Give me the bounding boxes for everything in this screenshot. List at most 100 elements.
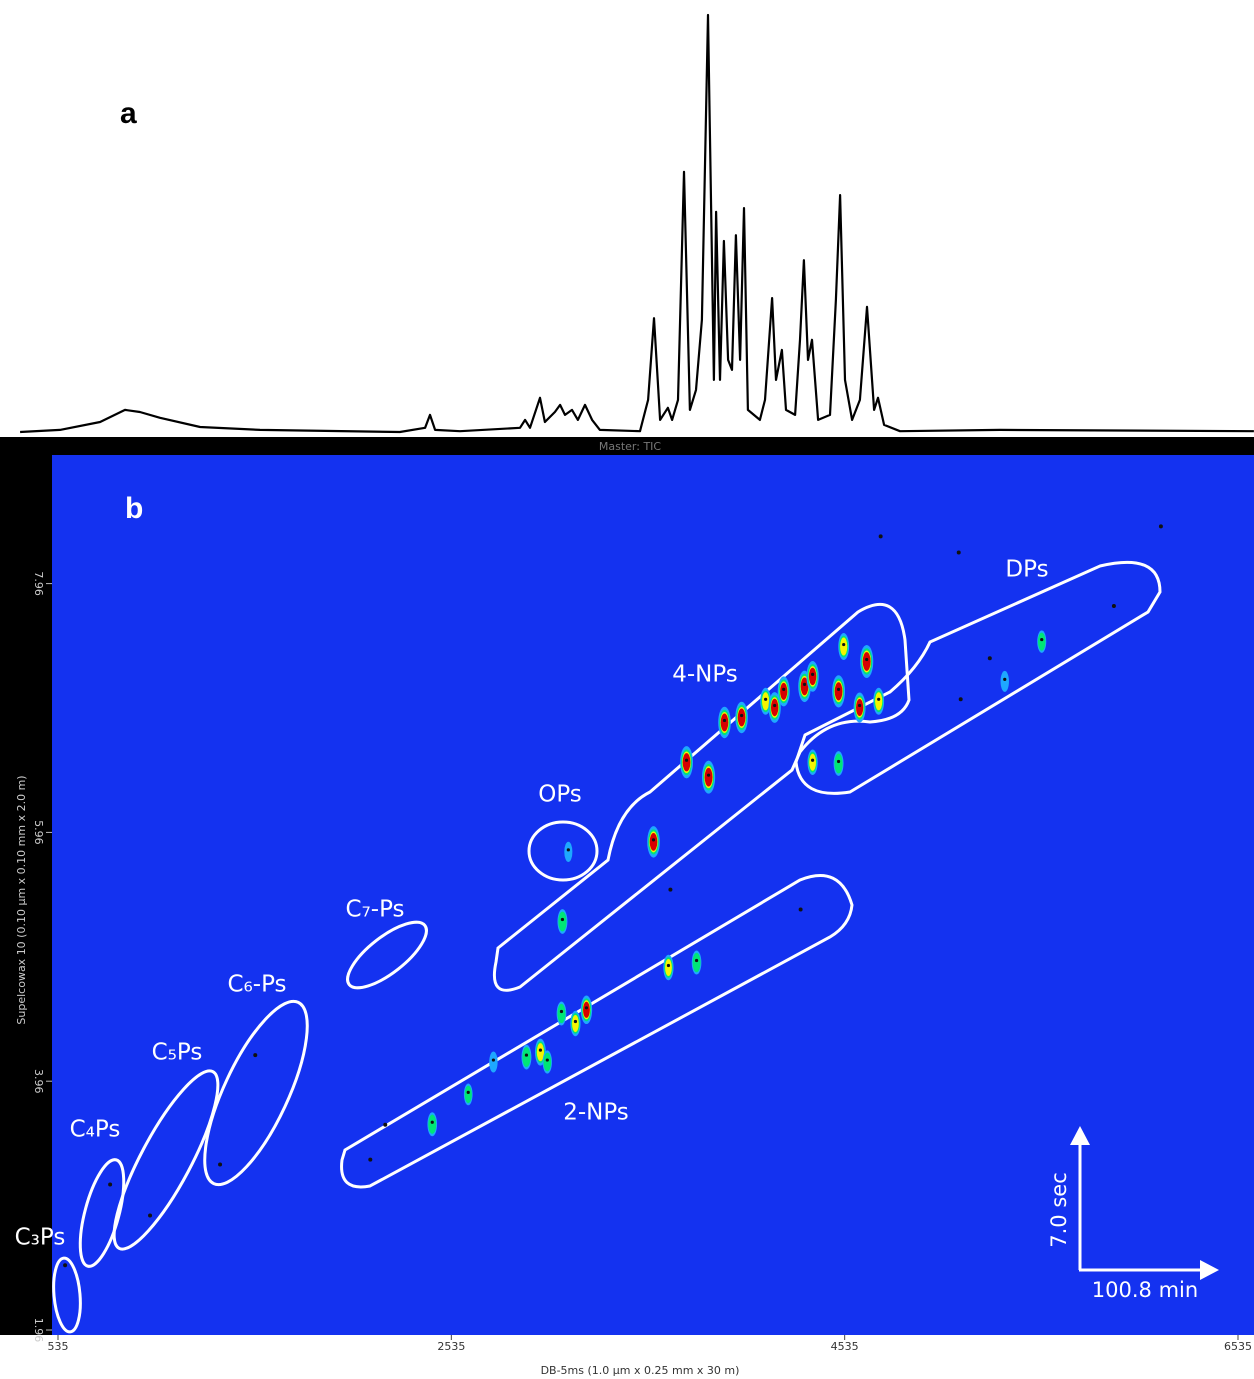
spot xyxy=(680,746,693,779)
spot xyxy=(701,760,716,794)
spot-core xyxy=(802,682,807,686)
panel-label: b xyxy=(125,492,143,525)
spot-level xyxy=(583,1001,590,1018)
spot-core xyxy=(842,642,846,647)
x-axis-title: DB-5ms (1.0 µm x 0.25 mm x 30 m) xyxy=(541,1364,740,1377)
spot xyxy=(956,550,961,555)
spot xyxy=(668,887,673,892)
region-label: C₃Ps xyxy=(15,1225,66,1251)
spot xyxy=(557,909,568,934)
spot xyxy=(878,534,883,539)
spot-core xyxy=(764,697,768,701)
spot-level xyxy=(800,677,809,696)
spot xyxy=(735,701,748,734)
spot-core xyxy=(684,758,689,762)
scale-label: 100.8 min xyxy=(1092,1278,1198,1302)
spot-level xyxy=(692,952,701,973)
y-tick-label: 7.96 xyxy=(32,571,45,596)
spot-level xyxy=(558,911,567,932)
spot-core xyxy=(773,703,777,708)
spot xyxy=(564,841,573,862)
spot-core xyxy=(706,773,711,777)
spot-dot xyxy=(368,1157,373,1162)
x-tick-label: 6535 xyxy=(1224,1340,1252,1353)
scale-label: 7.0 sec xyxy=(1047,1172,1071,1247)
spot-core xyxy=(491,1058,496,1062)
spot xyxy=(489,1051,498,1073)
region-outline xyxy=(493,602,911,992)
spot-dot xyxy=(958,697,963,702)
spot xyxy=(832,675,846,708)
spot xyxy=(108,1182,113,1187)
spot-level xyxy=(840,637,848,656)
region-outline xyxy=(203,999,309,1187)
spot-core xyxy=(559,1009,564,1014)
spot-core xyxy=(545,1058,549,1062)
spot xyxy=(987,656,992,661)
spot-level xyxy=(649,832,658,851)
spot-dot xyxy=(956,550,961,555)
spot xyxy=(218,1162,223,1167)
spot xyxy=(838,633,850,661)
spot xyxy=(1000,670,1009,692)
spot xyxy=(873,687,885,715)
spot-dot xyxy=(63,1263,68,1268)
spot-level xyxy=(720,713,729,732)
spot xyxy=(148,1213,153,1218)
x-tick-label: 535 xyxy=(48,1340,69,1353)
spot-level xyxy=(856,699,864,717)
region-outline xyxy=(794,560,1162,795)
arrow-head xyxy=(1200,1260,1219,1280)
spot-level xyxy=(557,1003,566,1024)
spot-core xyxy=(524,1053,529,1057)
spot-core xyxy=(584,1006,589,1010)
arrow-head xyxy=(1070,1126,1090,1145)
spot xyxy=(253,1053,258,1058)
y-axis-title: Supelcowax 10 (0.10 µm x 0.10 mm x 2.0 m… xyxy=(15,775,28,1024)
region-label: C₆-Ps xyxy=(227,972,286,998)
spot-level xyxy=(737,708,746,727)
spot-level xyxy=(665,959,672,977)
spot-level xyxy=(522,1047,531,1067)
spot-dot xyxy=(1158,524,1163,529)
spot-level xyxy=(834,753,843,774)
spot xyxy=(368,1157,373,1162)
spot-dot xyxy=(878,534,883,539)
region-outline xyxy=(346,920,428,990)
trace-label: Master: TIC xyxy=(599,440,662,453)
spot xyxy=(806,661,819,692)
region-outline xyxy=(527,820,599,882)
spot-core xyxy=(1003,677,1007,681)
spot-level xyxy=(780,682,788,700)
spot-level xyxy=(564,841,573,862)
x-tick-label: 2535 xyxy=(437,1340,465,1353)
panel-label: a xyxy=(120,97,137,130)
spot-dot xyxy=(668,887,673,892)
region-outline xyxy=(78,1158,126,1268)
spot-dot xyxy=(253,1053,258,1058)
spot-core xyxy=(877,697,881,701)
plot-background xyxy=(52,455,1254,1335)
y-tick-label: 1.96 xyxy=(32,1318,45,1343)
spot-level xyxy=(543,1052,552,1072)
spot xyxy=(570,1010,581,1037)
spot-core xyxy=(538,1048,543,1052)
region-label: C₇-Ps xyxy=(345,897,404,923)
spot-core xyxy=(573,1019,578,1024)
spot-core xyxy=(430,1120,434,1124)
spot xyxy=(663,954,674,981)
y-tick-label: 3.96 xyxy=(32,1069,45,1094)
spot-level xyxy=(704,767,713,787)
panel-b: 535 2535 4535 6535 1.96 3.96 5.96 7.96 DB-5ms (1… xyxy=(15,492,1252,1377)
spot-level xyxy=(464,1085,472,1104)
spot xyxy=(580,995,593,1025)
spot-core xyxy=(666,963,671,968)
spot xyxy=(691,950,702,975)
spot-core xyxy=(1040,637,1044,642)
spot-core xyxy=(782,687,786,691)
region-label: C₅Ps xyxy=(152,1040,203,1066)
spot-level xyxy=(536,1043,545,1062)
spot-dot xyxy=(218,1162,223,1167)
spot xyxy=(463,1083,473,1106)
